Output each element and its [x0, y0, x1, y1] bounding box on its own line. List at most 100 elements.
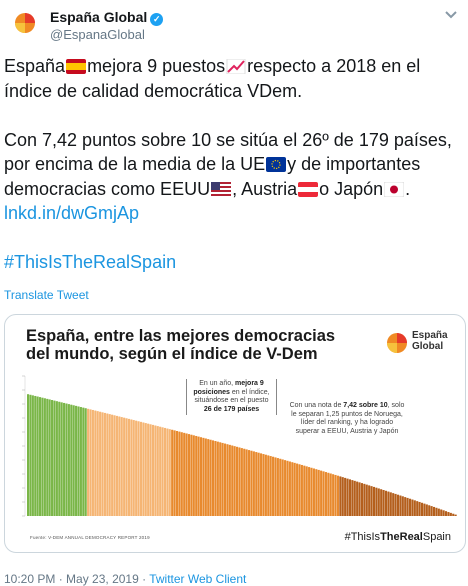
bar	[413, 500, 416, 516]
bar	[435, 507, 438, 516]
bar	[51, 400, 54, 516]
tweet-date[interactable]: May 23, 2019	[66, 572, 139, 586]
bar	[332, 474, 335, 516]
bar	[334, 474, 337, 516]
bar	[372, 486, 376, 516]
bar	[396, 494, 400, 516]
account-handle[interactable]: @EspanaGlobal	[50, 27, 145, 42]
bar	[274, 457, 277, 516]
japan-flag-icon	[383, 179, 405, 197]
bar	[437, 508, 440, 516]
translate-tweet-link[interactable]: Translate Tweet	[4, 288, 89, 302]
bar	[286, 460, 289, 516]
bar	[108, 414, 111, 516]
bar	[317, 469, 320, 516]
bar	[238, 447, 241, 516]
bar	[303, 465, 306, 516]
bar	[202, 437, 205, 516]
bar	[216, 441, 219, 516]
bar	[125, 418, 128, 516]
bar	[127, 418, 130, 516]
bar	[257, 452, 260, 516]
bar	[211, 440, 215, 516]
bar	[99, 411, 102, 516]
bar	[94, 410, 97, 516]
bar	[135, 420, 138, 516]
bar	[430, 506, 433, 516]
bar	[207, 439, 210, 516]
bar	[75, 405, 78, 516]
bar	[399, 495, 402, 516]
bar	[322, 471, 325, 516]
bar	[425, 504, 428, 516]
bar	[231, 445, 234, 516]
bar	[223, 443, 227, 516]
bar	[214, 441, 217, 516]
bar	[53, 400, 56, 516]
bar	[432, 506, 436, 516]
bar	[444, 511, 448, 516]
card-title: España, entre las mejores democracias de…	[26, 327, 336, 363]
eu-flag-icon	[266, 154, 287, 172]
bar	[91, 409, 94, 516]
tweet-client-link[interactable]: Twitter Web Client	[149, 572, 247, 586]
bar	[123, 417, 126, 516]
bar	[264, 454, 267, 516]
bar	[308, 467, 311, 516]
tweet-meta: 10:20 PM · May 23, 2019 · Twitter Web Cl…	[4, 572, 247, 586]
bar	[118, 416, 121, 516]
bar	[346, 478, 349, 516]
bar	[199, 437, 203, 516]
bar	[365, 484, 368, 516]
bar	[171, 429, 174, 516]
bar	[55, 401, 58, 516]
bar	[144, 423, 147, 516]
bar	[406, 497, 409, 516]
bar	[147, 423, 150, 516]
bar	[183, 432, 186, 516]
tweet-time[interactable]: 10:20 PM	[4, 572, 56, 586]
bar	[228, 444, 231, 516]
bar	[449, 512, 452, 516]
bar	[272, 456, 275, 516]
bar	[65, 403, 68, 516]
bar	[29, 394, 32, 516]
bar	[327, 472, 330, 516]
democracy-index-chart	[22, 375, 457, 517]
bar	[192, 435, 195, 516]
bar	[77, 406, 80, 516]
bar	[240, 448, 243, 516]
hashtag-link[interactable]: #ThisIsTheRealSpain	[4, 252, 177, 272]
bar	[175, 431, 179, 516]
bar	[70, 404, 73, 516]
bar	[356, 481, 359, 516]
bar	[358, 482, 361, 516]
bar	[384, 490, 388, 516]
bar-spain	[87, 408, 90, 516]
bar	[418, 501, 421, 516]
bar	[173, 430, 176, 516]
bar	[120, 417, 123, 516]
media-card[interactable]: España, entre las mejores democracias de…	[4, 314, 466, 553]
bar	[185, 433, 188, 516]
bar	[392, 493, 395, 516]
chevron-down-icon[interactable]	[444, 10, 458, 20]
bar	[315, 469, 318, 516]
bar	[375, 487, 378, 516]
bar	[103, 412, 106, 516]
account-name[interactable]: España Global ✓	[50, 9, 164, 26]
bar	[260, 453, 263, 516]
bar	[139, 421, 143, 516]
bar	[34, 395, 37, 516]
tweet-link[interactable]: lnkd.in/dwGmjAp	[4, 203, 140, 223]
bar	[353, 480, 356, 516]
bar	[39, 397, 42, 516]
bar	[187, 434, 191, 516]
bar	[243, 448, 246, 516]
bar	[300, 464, 303, 516]
bar	[46, 398, 49, 516]
bar	[281, 459, 284, 516]
avatar[interactable]	[8, 6, 42, 40]
verified-badge-icon: ✓	[150, 13, 164, 26]
bar	[137, 421, 140, 516]
